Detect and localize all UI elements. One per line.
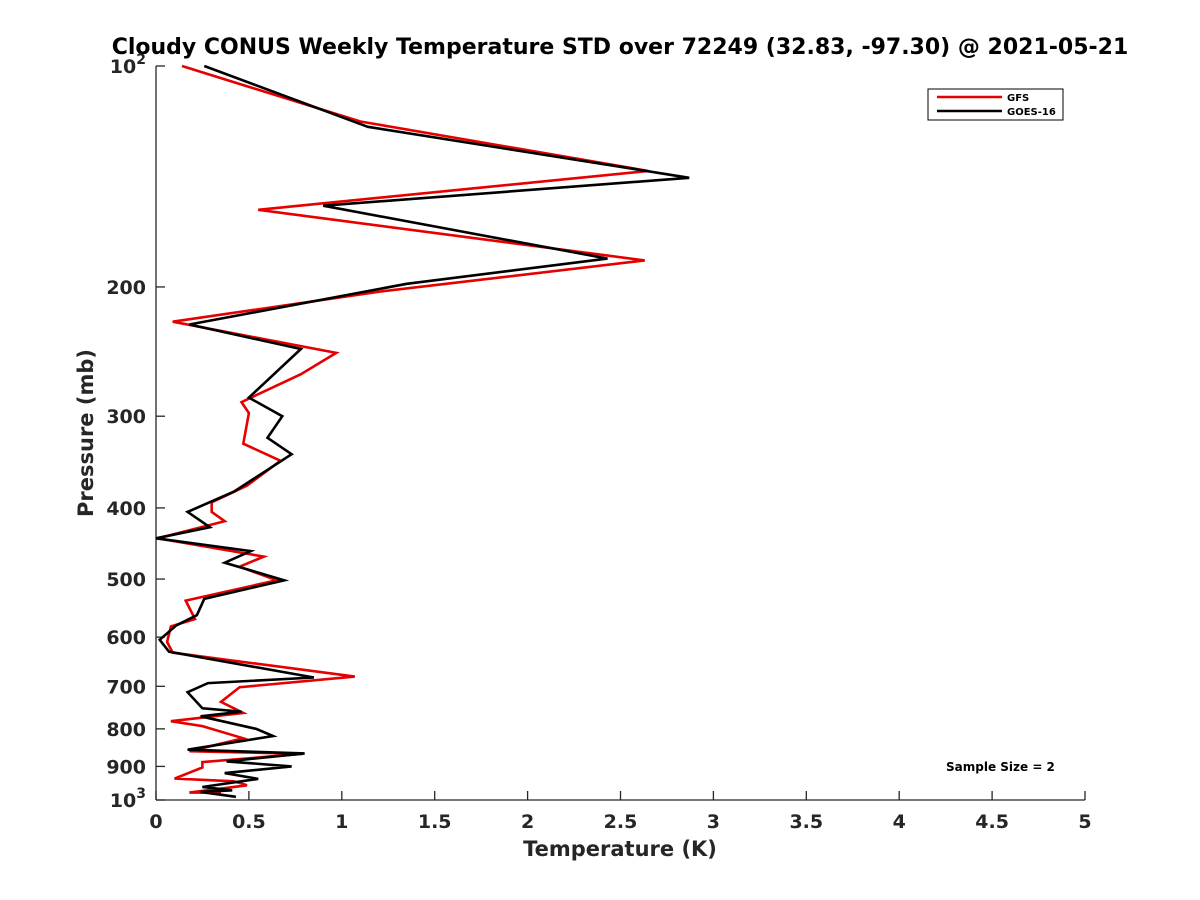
- x-tick-label: 4.5: [975, 811, 1009, 833]
- legend: GFS GOES-16: [927, 88, 1064, 121]
- x-tick-label: 1: [335, 811, 348, 833]
- x-tick-label: 1.5: [418, 811, 452, 833]
- y-tick-label: 103: [110, 786, 146, 812]
- y-tick-label: 200: [106, 277, 146, 299]
- y-tick-label: 300: [106, 406, 146, 428]
- sample-size-annotation: Sample Size = 2: [946, 760, 1055, 774]
- legend-box: [927, 88, 1064, 121]
- series-line-gfs: [157, 64, 649, 794]
- x-tick-label: 2: [521, 811, 534, 833]
- y-tick-label: 600: [106, 627, 146, 649]
- x-tick-label: 4: [893, 811, 906, 833]
- x-ticks: 0 0.5 1 1.5 2 2.5 3 3.5 4 4.5 5: [149, 791, 1092, 833]
- plot-lines: [155, 64, 690, 799]
- x-tick-label: 3.5: [789, 811, 823, 833]
- x-tick-label: 5: [1078, 811, 1091, 833]
- y-tick-label: 102: [110, 52, 146, 78]
- y-tick-label: 800: [106, 719, 146, 741]
- x-tick-label: 3: [707, 811, 720, 833]
- y-tick-label: 900: [106, 756, 146, 778]
- legend-label-goes-16: GOES-16: [1007, 107, 1056, 118]
- series-line-goes-16: [155, 64, 690, 799]
- y-tick-label: 500: [106, 569, 146, 591]
- chart-title: Cloudy CONUS Weekly Temperature STD over…: [112, 35, 1129, 60]
- x-tick-label: 0.5: [232, 811, 266, 833]
- y-tick-label: 400: [106, 498, 146, 520]
- y-tick-label: 700: [106, 676, 146, 698]
- axes: [155, 66, 1085, 801]
- y-ticks: 102 200 300 400 500 600 700 800 900 103: [106, 52, 165, 812]
- x-tick-label: 0: [149, 811, 162, 833]
- legend-label-gfs: GFS: [1007, 93, 1029, 104]
- y-axis-label: Pressure (mb): [74, 349, 98, 517]
- x-axis-label: Temperature (K): [523, 837, 717, 861]
- x-tick-label: 2.5: [604, 811, 638, 833]
